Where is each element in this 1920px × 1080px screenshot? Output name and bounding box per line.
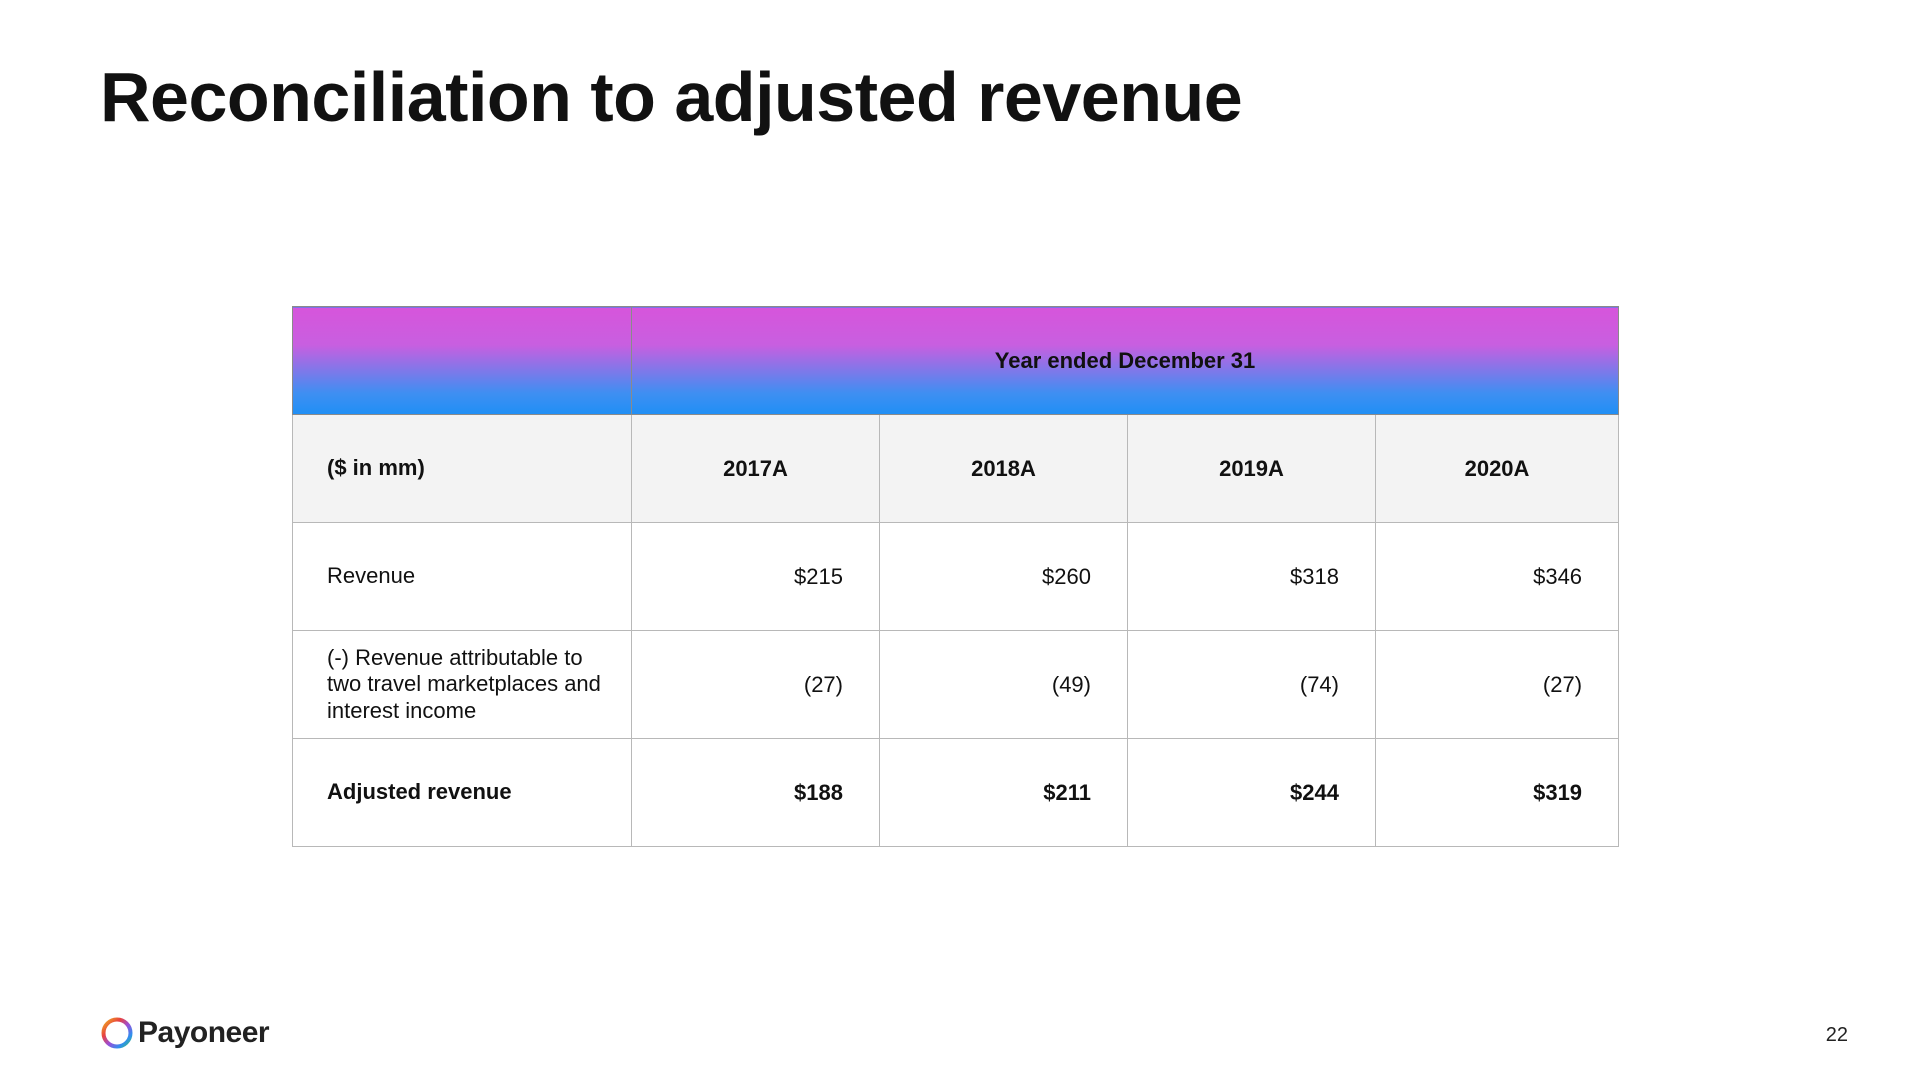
slide-title: Reconciliation to adjusted revenue xyxy=(100,58,1243,136)
logo-text: Payoneer xyxy=(138,1016,270,1049)
payoneer-ring-icon xyxy=(101,1017,133,1049)
row-label: Adjusted revenue xyxy=(292,738,632,847)
value-cell: $188 xyxy=(631,738,880,847)
row-label: Revenue xyxy=(292,522,632,631)
value-cell: $211 xyxy=(879,738,1128,847)
value-cell: (49) xyxy=(879,630,1128,739)
row-label: (-) Revenue attributable to two travel m… xyxy=(292,630,632,739)
value-cell: (27) xyxy=(1374,630,1620,739)
value-cell: $319 xyxy=(1374,738,1620,847)
year-header: 2017A xyxy=(631,414,880,523)
value-cell: $260 xyxy=(879,522,1128,631)
value-cell: (27) xyxy=(631,630,880,739)
year-header: 2020A xyxy=(1374,414,1620,523)
value-cell: $244 xyxy=(1127,738,1376,847)
table-row-total: Adjusted revenue $188 $211 $244 $319 xyxy=(292,738,1620,847)
value-cell: (74) xyxy=(1127,630,1376,739)
payoneer-logo: Payoneer xyxy=(100,1016,270,1050)
value-cell: $215 xyxy=(631,522,880,631)
unit-label: ($ in mm) xyxy=(292,414,632,523)
table-group-header-row: Year ended December 31 xyxy=(292,306,1620,415)
empty-header-cell xyxy=(292,306,632,415)
table-row: Revenue $215 $260 $318 $346 xyxy=(292,522,1620,631)
year-header: 2018A xyxy=(879,414,1128,523)
table-row: (-) Revenue attributable to two travel m… xyxy=(292,630,1620,739)
page-number: 22 xyxy=(1825,1024,1848,1046)
value-cell: $318 xyxy=(1127,522,1376,631)
year-header: 2019A xyxy=(1127,414,1376,523)
group-header: Year ended December 31 xyxy=(630,306,1620,415)
column-header-row: ($ in mm) 2017A 2018A 2019A 2020A xyxy=(292,414,1620,523)
value-cell: $346 xyxy=(1374,522,1620,631)
reconciliation-table: Year ended December 31 ($ in mm) 2017A 2… xyxy=(292,306,1620,847)
